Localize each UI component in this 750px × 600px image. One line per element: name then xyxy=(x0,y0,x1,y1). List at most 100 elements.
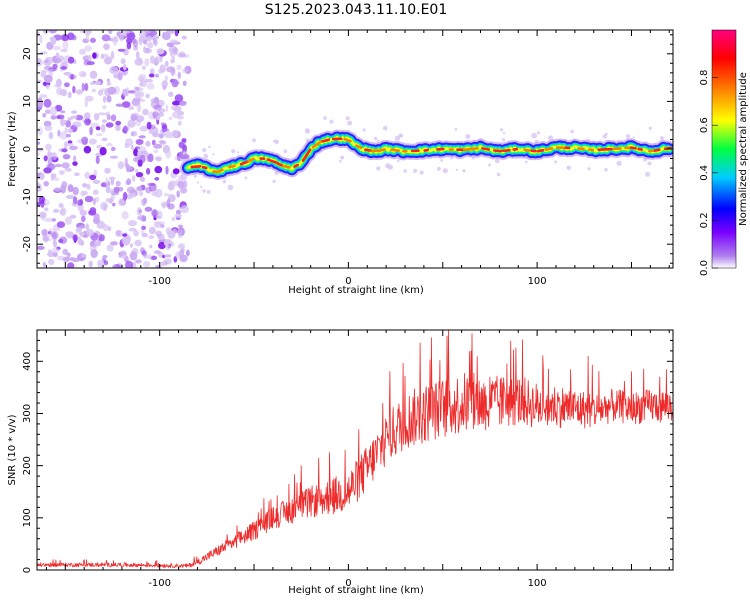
colorbar-gradient xyxy=(711,29,737,269)
noise-speckle xyxy=(88,54,92,62)
noise-speckle xyxy=(42,30,49,34)
noise-speckle xyxy=(53,208,60,213)
noise-speckle xyxy=(159,134,164,139)
noise-speckle xyxy=(151,209,159,218)
ridge-speckle xyxy=(436,166,441,171)
noise-speckle xyxy=(174,94,184,103)
noise-speckle xyxy=(157,112,164,117)
ridge-core xyxy=(311,140,323,149)
noise-speckle xyxy=(135,94,140,98)
noise-speckle xyxy=(44,199,50,206)
ridge-core xyxy=(544,147,554,151)
noise-speckle xyxy=(50,36,57,45)
noise-speckle xyxy=(53,241,58,248)
noise-speckle xyxy=(156,115,161,121)
noise-speckle xyxy=(72,234,78,242)
ridge-speckle xyxy=(222,179,227,184)
noise-speckle xyxy=(100,53,109,57)
noise-speckle xyxy=(178,243,185,250)
noise-speckle xyxy=(155,264,162,268)
noise-speckle xyxy=(56,114,65,120)
ridge-core xyxy=(390,148,400,152)
y-tick-label: 100 xyxy=(22,508,33,527)
noise-speckle xyxy=(62,154,71,160)
noise-speckle xyxy=(115,120,122,126)
snr-panel: -100 0 100 0 100 200 300 400 Height of straight… xyxy=(7,329,674,596)
ridge-speckle xyxy=(531,132,537,139)
noise-speckle xyxy=(60,66,67,70)
noise-speckle xyxy=(56,87,63,96)
noise-speckle xyxy=(148,73,155,78)
noise-speckle xyxy=(64,216,72,225)
noise-speckle xyxy=(143,261,151,268)
ridge-speckle xyxy=(536,131,541,135)
ridge-core xyxy=(343,137,352,143)
noise-speckle xyxy=(40,69,47,78)
noise-speckle xyxy=(43,120,52,127)
noise-speckle xyxy=(84,45,92,52)
ridge-speckle xyxy=(454,127,458,131)
noise-speckle xyxy=(135,172,144,178)
noise-speckle xyxy=(62,40,69,50)
noise-speckle xyxy=(144,78,154,83)
noise-speckle xyxy=(45,143,52,151)
noise-speckle xyxy=(44,125,53,132)
noise-speckle xyxy=(164,131,174,139)
noise-speckle xyxy=(86,33,90,42)
noise-speckle xyxy=(131,175,136,182)
noise-speckle xyxy=(186,249,190,257)
noise-speckle xyxy=(139,125,148,132)
noise-speckle xyxy=(144,30,152,34)
noise-speckle xyxy=(60,119,67,124)
ridge-speckle xyxy=(570,129,574,134)
noise-speckle xyxy=(133,230,140,237)
ridge-speckle xyxy=(566,165,572,171)
ridge-core xyxy=(377,148,386,153)
noise-speckle xyxy=(170,105,178,111)
noise-speckle xyxy=(65,194,75,199)
noise-speckle xyxy=(125,260,133,268)
noise-speckle xyxy=(154,177,160,181)
noise-speckle xyxy=(177,53,186,58)
noise-speckle xyxy=(55,163,63,168)
noise-speckle xyxy=(64,127,68,133)
noise-speckle xyxy=(74,172,80,176)
noise-speckle xyxy=(143,46,147,54)
noise-speckle xyxy=(164,75,168,82)
noise-speckle xyxy=(117,48,126,52)
noise-speckle xyxy=(171,129,179,139)
noise-speckle xyxy=(139,76,145,83)
noise-speckle xyxy=(177,71,182,80)
noise-speckle xyxy=(55,78,62,87)
ridge-speckle xyxy=(376,166,381,171)
ridge-speckle xyxy=(345,116,350,121)
colorbar-label: Normalized spectral amplitude xyxy=(738,72,749,226)
noise-speckle xyxy=(107,86,117,95)
noise-speckle xyxy=(143,197,147,204)
noise-speckle xyxy=(89,174,97,181)
ridge-core xyxy=(577,147,585,151)
colorbar-tick-label: 0.2 xyxy=(699,212,710,228)
noise-speckle xyxy=(180,187,188,194)
noise-speckle xyxy=(71,110,77,114)
noise-speckle xyxy=(37,31,40,37)
noise-speckle xyxy=(130,130,138,137)
noise-speckle xyxy=(115,229,122,237)
noise-speckle xyxy=(102,105,107,110)
noise-speckle xyxy=(158,108,166,113)
y-tick-label: 200 xyxy=(22,456,33,475)
noise-speckle xyxy=(108,176,116,181)
noise-speckle xyxy=(48,131,54,140)
noise-speckle xyxy=(108,30,113,35)
noise-speckle xyxy=(44,109,51,114)
noise-speckle xyxy=(165,165,169,175)
noise-speckle xyxy=(115,103,125,107)
noise-speckle xyxy=(43,155,48,162)
noise-speckle xyxy=(98,112,107,116)
noise-speckle xyxy=(135,139,144,145)
ridge-speckle xyxy=(494,158,500,164)
noise-speckle xyxy=(139,82,143,87)
ridge-core xyxy=(480,147,491,151)
noise-speckle xyxy=(119,32,124,42)
